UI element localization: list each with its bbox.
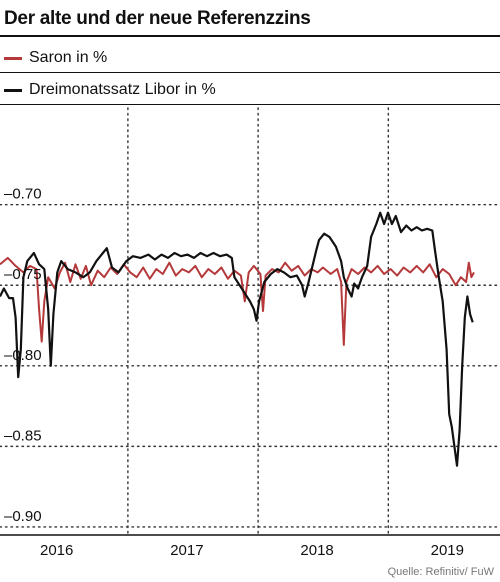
legend-label-saron: Saron in % xyxy=(29,49,108,66)
legend-item-libor: Dreimonatssatz Libor in % xyxy=(4,81,216,99)
legend-divider-bottom xyxy=(0,104,500,105)
y-tick-label: –0.90 xyxy=(4,508,42,525)
y-tick-label: –0.70 xyxy=(4,186,42,203)
legend-label-libor: Dreimonatssatz Libor in % xyxy=(29,81,216,98)
y-tick-label: –0.75 xyxy=(4,266,42,283)
title-rule xyxy=(0,35,500,37)
x-tick-label: 2019 xyxy=(431,542,464,559)
legend-swatch-libor xyxy=(4,88,22,92)
series-line-libor xyxy=(0,211,474,467)
x-tick-label: 2017 xyxy=(170,542,203,559)
axis-layer: –0.70 –0.75 –0.80 –0.85 –0.90 2016 2017 2018 201… xyxy=(0,186,500,559)
legend-swatch-saron xyxy=(4,56,22,60)
y-tick-label: –0.85 xyxy=(4,427,42,444)
legend-item-saron: Saron in % xyxy=(4,49,107,67)
x-tick-label: 2016 xyxy=(40,542,73,559)
x-tick-label: 2018 xyxy=(300,542,333,559)
series-line-saron xyxy=(0,256,475,346)
y-tick-label: –0.80 xyxy=(4,347,42,364)
legend-divider xyxy=(0,72,500,73)
series-layer xyxy=(0,211,475,467)
source-note: Quelle: Refinitiv/ FuW xyxy=(387,566,494,578)
chart-title: Der alte und der neue Referenzzins xyxy=(4,8,311,29)
grid-layer xyxy=(0,107,500,536)
